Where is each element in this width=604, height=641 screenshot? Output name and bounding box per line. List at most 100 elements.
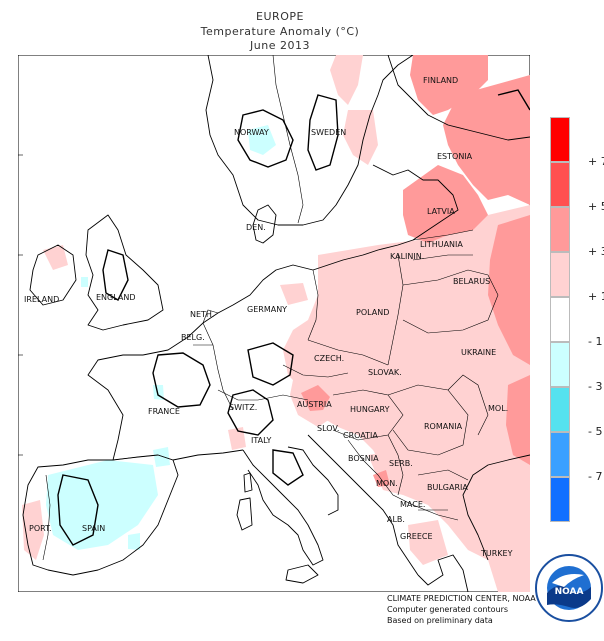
contour-norway xyxy=(237,109,294,168)
label-albania: ALB. xyxy=(387,515,405,524)
label-turkey: TURKEY xyxy=(481,549,513,558)
coast-sardinia xyxy=(236,497,253,531)
legend-swatch xyxy=(550,387,570,432)
label-france: FRANCE xyxy=(148,407,180,416)
contour-iberia xyxy=(57,474,99,546)
legend-tick-label: - 7 xyxy=(588,470,603,483)
legend-tick-label: - 3 xyxy=(588,380,603,393)
border-alps xyxy=(217,389,309,401)
label-slovakia: SLOVAK. xyxy=(368,368,402,377)
legend-tick-label: + 1 xyxy=(588,290,604,303)
anomaly-balkans xyxy=(368,450,413,495)
anomaly-austria-core xyxy=(301,385,330,411)
label-finland: FINLAND xyxy=(423,76,459,85)
coast-continent-north xyxy=(142,264,314,356)
coast-corsica xyxy=(243,472,253,493)
label-poland: POLAND xyxy=(356,308,390,317)
noaa-logo-bird xyxy=(552,574,584,587)
border-france-germany xyxy=(202,322,234,411)
border-poland-east xyxy=(387,254,404,366)
coast-finland xyxy=(387,55,530,141)
label-ukraine: UKRAINE xyxy=(461,348,497,357)
anomaly-uk-cool xyxy=(81,277,88,287)
label-belarus: BELARUS xyxy=(453,277,491,286)
legend-swatch xyxy=(550,207,570,252)
legend-swatch xyxy=(550,477,570,522)
coast-adriatic-east xyxy=(307,434,419,576)
anomaly-east-light xyxy=(283,205,530,592)
border-bulgaria xyxy=(417,469,469,511)
label-bulgaria: BULGARIA xyxy=(427,483,468,492)
contour-uk xyxy=(102,249,129,301)
footer-note-data: Based on preliminary data xyxy=(387,616,493,625)
legend-tick-label: + 5 xyxy=(588,200,604,213)
legend-swatch xyxy=(550,162,570,207)
noaa-logo-text: NOAA xyxy=(555,587,584,597)
map-title-date: June 2013 xyxy=(250,39,310,52)
label-czech: CZECH. xyxy=(314,354,345,363)
label-bosnia: BOSNIA xyxy=(348,454,379,463)
border-belarus xyxy=(402,269,499,334)
anomaly-sweden-east xyxy=(343,110,378,165)
label-belgium: BELG. xyxy=(181,333,205,342)
label-slovenia: SLOV. xyxy=(317,424,340,433)
legend-tick-label: + 7 xyxy=(588,155,604,168)
label-england: ENGLAND xyxy=(96,293,136,302)
footer-note-contours: Computer generated contours xyxy=(387,605,509,614)
border-baltics xyxy=(412,229,474,261)
border-romania xyxy=(387,384,469,456)
anomaly-baltics xyxy=(403,165,488,243)
anomaly-norway-coast xyxy=(330,55,363,105)
anomaly-finland xyxy=(410,55,488,115)
coast-iberia xyxy=(22,454,179,576)
map-title-region: EUROPE xyxy=(256,10,304,23)
noaa-logo: NOAA xyxy=(535,554,603,622)
legend-tick-label: - 5 xyxy=(588,425,603,438)
anomaly-russia-west xyxy=(488,215,530,365)
anomaly-norway-cool xyxy=(248,125,276,155)
coast-denmark xyxy=(252,204,277,244)
border-ukraine-moldova xyxy=(447,374,489,436)
anomaly-greece xyxy=(408,520,448,565)
noaa-logo-wave xyxy=(547,585,591,608)
label-serbia: SERB. xyxy=(389,459,413,468)
border-spain-portugal xyxy=(42,474,51,561)
contour-alps xyxy=(227,389,274,436)
label-estonia: ESTONIA xyxy=(437,152,473,161)
legend-swatch xyxy=(550,252,570,297)
contour-sweden xyxy=(307,94,339,171)
anomaly-baltic-north xyxy=(443,75,530,205)
legend-colorbar xyxy=(550,117,570,522)
coast-med-north xyxy=(172,449,244,461)
label-montenegro: MON. xyxy=(376,479,398,488)
label-croatia: CROATIA xyxy=(343,431,378,440)
footer-credit: CLIMATE PREDICTION CENTER, NOAA xyxy=(387,594,536,603)
contour-france xyxy=(152,352,211,408)
anomaly-ireland xyxy=(43,245,68,270)
anomaly-ukraine-east xyxy=(506,375,530,465)
label-portugal: PORT. xyxy=(29,524,52,533)
label-norway: NORWAY xyxy=(234,128,269,137)
label-austria: AUSTRIA xyxy=(297,400,332,409)
coast-sicily xyxy=(285,564,319,584)
border-balkans xyxy=(347,439,459,521)
contour-italy xyxy=(272,449,304,486)
label-macedonia: MACE. xyxy=(400,500,426,509)
anomaly-map xyxy=(18,55,530,592)
coast-italy xyxy=(242,446,339,566)
label-netherlands: NETH. xyxy=(190,310,215,319)
border-hungary xyxy=(332,389,404,441)
legend-tick-label: + 3 xyxy=(588,245,604,258)
contour-germany xyxy=(247,342,294,386)
border-germany-poland xyxy=(307,269,319,341)
contour-russia xyxy=(497,89,530,111)
label-hungary: HUNGARY xyxy=(350,405,390,414)
anomaly-spain-cool xyxy=(46,460,158,550)
legend-swatch xyxy=(550,342,570,387)
anomaly-italy-spot xyxy=(228,427,246,450)
anomaly-portugal xyxy=(22,500,44,560)
border-pyrenees xyxy=(112,454,174,461)
label-sweden: SWEDEN xyxy=(311,128,347,137)
label-ireland: IRELAND xyxy=(24,295,60,304)
coast-baltic-east xyxy=(312,164,459,271)
